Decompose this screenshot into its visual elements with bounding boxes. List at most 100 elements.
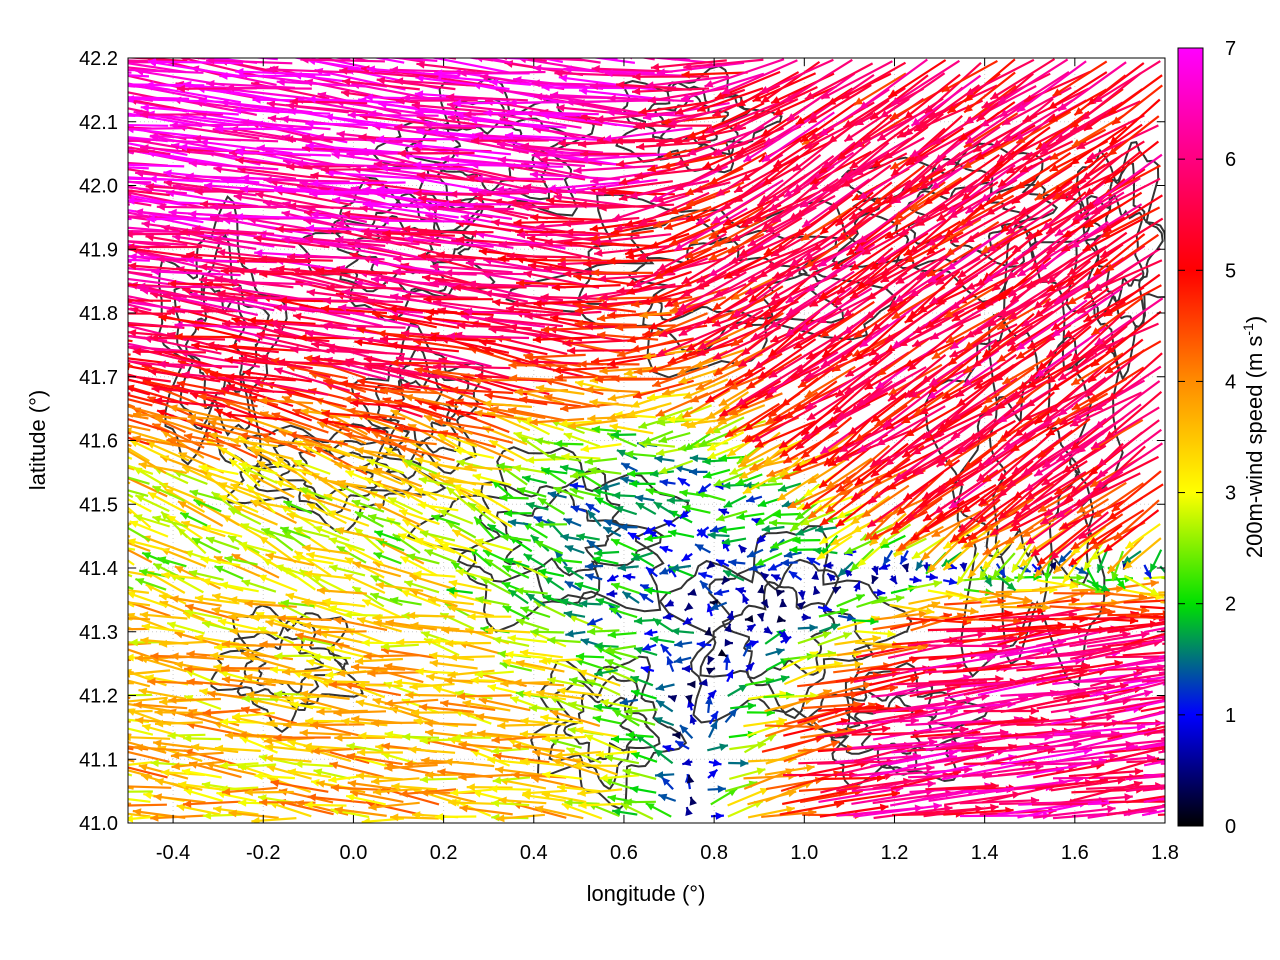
wind-vector (1092, 482, 1145, 519)
wind-vector (811, 571, 819, 580)
wind-vector (1126, 664, 1165, 670)
wind-vector (518, 435, 551, 458)
wind-vector (446, 332, 530, 341)
wind-vector (373, 619, 423, 631)
wind-vector (1076, 403, 1142, 454)
wind-vector (574, 726, 618, 738)
wind-vectors (128, 58, 1165, 823)
wind-vector (744, 614, 754, 623)
wind-vector (193, 498, 222, 513)
wind-vector (1143, 564, 1152, 579)
wind-vector (198, 393, 258, 408)
wind-vector (737, 442, 784, 468)
wind-vector (128, 163, 135, 167)
wind-vector (767, 562, 783, 572)
wind-vector (181, 768, 222, 779)
wind-vector (589, 398, 638, 408)
wind-vector (226, 373, 296, 382)
wind-vector (257, 626, 295, 645)
wind-vector (180, 520, 226, 538)
wind-vector (727, 683, 749, 697)
wind-vector (790, 339, 853, 380)
wind-vector (414, 366, 475, 382)
wind-vector (300, 252, 385, 261)
wind-vector (523, 553, 546, 568)
wind-vector (343, 611, 383, 619)
wind-vector (757, 584, 765, 594)
wind-vector (135, 577, 167, 591)
wind-vector (698, 571, 713, 580)
wind-vector (515, 618, 550, 632)
wind-vector (959, 562, 968, 572)
wind-vector (474, 670, 514, 678)
wind-vector (128, 161, 168, 167)
wind-vector (908, 270, 961, 320)
wind-vector (1141, 809, 1165, 817)
wind-vector (638, 592, 654, 604)
wind-vector (430, 262, 513, 274)
x-tick-label: 0.8 (700, 842, 728, 864)
wind-vector (128, 785, 172, 789)
wind-vector (1036, 694, 1113, 710)
wind-vector (724, 707, 738, 724)
wind-vector (859, 296, 930, 349)
wind-vector (400, 589, 441, 608)
wind-vector (657, 406, 693, 421)
wind-vector (128, 299, 172, 302)
wind-vector (473, 516, 495, 540)
wind-vector (264, 754, 312, 763)
wind-vector (1025, 498, 1089, 546)
wind-vector (962, 630, 1028, 644)
wind-vector (541, 771, 583, 780)
wind-vector (424, 548, 457, 564)
wind-vector (711, 416, 745, 435)
wind-vector (168, 404, 222, 420)
wind-vector (990, 310, 1054, 348)
wind-vector (1076, 481, 1127, 514)
wind-vector (404, 393, 459, 408)
wind-vector (361, 638, 402, 647)
wind-vector (209, 651, 257, 661)
x-tick-label: 1.4 (971, 842, 999, 864)
wind-vector (660, 776, 674, 791)
wind-vector (200, 556, 241, 567)
wind-vector (484, 392, 548, 406)
wind-vector (322, 597, 366, 608)
wind-vector (499, 493, 529, 502)
wind-vector (681, 504, 711, 514)
wind-vector (625, 731, 654, 740)
wind-vector (801, 613, 811, 621)
wind-vector (519, 730, 566, 739)
wind-vector (983, 378, 1051, 417)
wind-vector (911, 536, 946, 560)
wind-vector (575, 652, 605, 661)
wind-vector (579, 599, 602, 608)
wind-vector (806, 378, 871, 422)
colorbar-tick-label: 6 (1225, 149, 1236, 171)
wind-vector (817, 632, 853, 647)
wind-vector (780, 558, 798, 567)
wind-vector (128, 669, 171, 678)
wind-vector (610, 430, 637, 439)
wind-vector (525, 456, 565, 464)
wind-vector (1143, 797, 1165, 804)
wind-vector (560, 533, 582, 542)
wind-vector (405, 691, 457, 699)
wind-vector (685, 314, 748, 352)
wind-vector (508, 374, 567, 382)
wind-vector (563, 517, 582, 527)
wind-vector (562, 339, 635, 348)
wind-vector (154, 708, 205, 717)
wind-vector (374, 502, 421, 527)
wind-vector (728, 759, 749, 768)
wind-vector (944, 597, 1006, 606)
wind-vector (128, 547, 136, 551)
wind-vector (521, 475, 548, 484)
wind-vector (709, 525, 727, 533)
wind-vector (371, 777, 420, 786)
wind-vector (238, 541, 277, 554)
wind-vector (207, 419, 261, 436)
wind-vector (880, 534, 906, 549)
wind-vector (186, 250, 260, 261)
wind-vector (754, 420, 817, 449)
